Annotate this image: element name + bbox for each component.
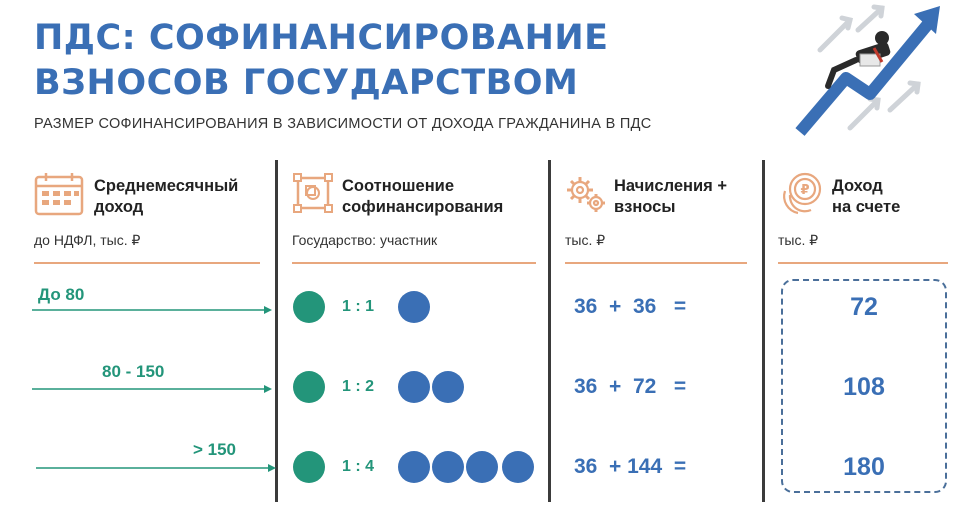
column-title-ratio: Соотношение софинансирования <box>342 177 504 216</box>
participant-dot <box>432 371 464 403</box>
gears-icon <box>567 177 605 212</box>
column-sub-account-income: тыс. ₽ <box>778 232 819 248</box>
result-box <box>781 279 947 493</box>
title-line-2: ВЗНОСОВ ГОСУДАРСТВОМ <box>34 63 579 103</box>
sum-row-1: 36 + 36 = <box>574 295 687 318</box>
sum-row-2: 36 + 72 = <box>574 375 687 398</box>
svg-text:₽: ₽ <box>800 183 809 198</box>
column-divider-2 <box>548 160 551 502</box>
income-label-row-3: > 150 <box>193 440 237 459</box>
participant-dot <box>432 451 464 483</box>
income-arrow-row-3 <box>36 464 276 472</box>
participant-dot <box>466 451 498 483</box>
state-dot <box>293 451 325 483</box>
result-row-2: 108 <box>843 373 885 401</box>
column-sub-income: до НДФЛ, тыс. ₽ <box>34 232 141 248</box>
page-title: ПДС: СОФИНАНСИРОВАНИЕ ВЗНОСОВ ГОСУДАРСТВ… <box>34 16 609 106</box>
ratio-row-2: 1 : 2 <box>342 378 375 395</box>
result-row-3: 180 <box>843 453 885 481</box>
ratio-row-1: 1 : 1 <box>342 298 375 315</box>
ratio-row-3: 1 : 4 <box>342 458 375 475</box>
column-sub-ratio: Государство: участник <box>292 232 438 248</box>
title-line-1: ПДС: СОФИНАНСИРОВАНИЕ <box>34 18 609 58</box>
participant-dot <box>502 451 534 483</box>
participant-dot <box>398 451 430 483</box>
state-dot <box>293 291 325 323</box>
income-label-row-1: До 80 <box>38 285 85 304</box>
column-title-account-income: Доход на счете <box>832 177 901 216</box>
column-divider-3 <box>762 160 765 502</box>
result-row-1: 72 <box>850 293 878 321</box>
growth-arrow-illustration <box>795 4 940 136</box>
ratio-frame-icon <box>293 173 333 213</box>
income-label-row-2: 80 - 150 <box>102 362 165 381</box>
sum-row-3: 36 + 144 = <box>574 455 687 478</box>
ruble-coins-icon: ₽ <box>783 172 822 215</box>
column-underline-1 <box>34 262 260 264</box>
column-underline-2 <box>292 262 536 264</box>
column-title-income: Среднемесячный доход <box>94 177 239 216</box>
participant-dot <box>398 291 430 323</box>
state-dot <box>293 371 325 403</box>
income-arrow-row-2 <box>32 385 272 393</box>
participant-dot <box>398 371 430 403</box>
column-sub-accruals: тыс. ₽ <box>565 232 606 248</box>
column-underline-3 <box>565 262 747 264</box>
page-subtitle: РАЗМЕР СОФИНАНСИРОВАНИЯ В ЗАВИСИМОСТИ ОТ… <box>34 116 652 132</box>
column-title-accruals: Начисления + взносы <box>614 177 727 216</box>
column-underline-4 <box>778 262 948 264</box>
calendar-icon <box>34 173 84 216</box>
column-divider-1 <box>275 160 278 502</box>
income-arrow-row-1 <box>32 306 272 314</box>
person-head-icon <box>875 31 889 45</box>
